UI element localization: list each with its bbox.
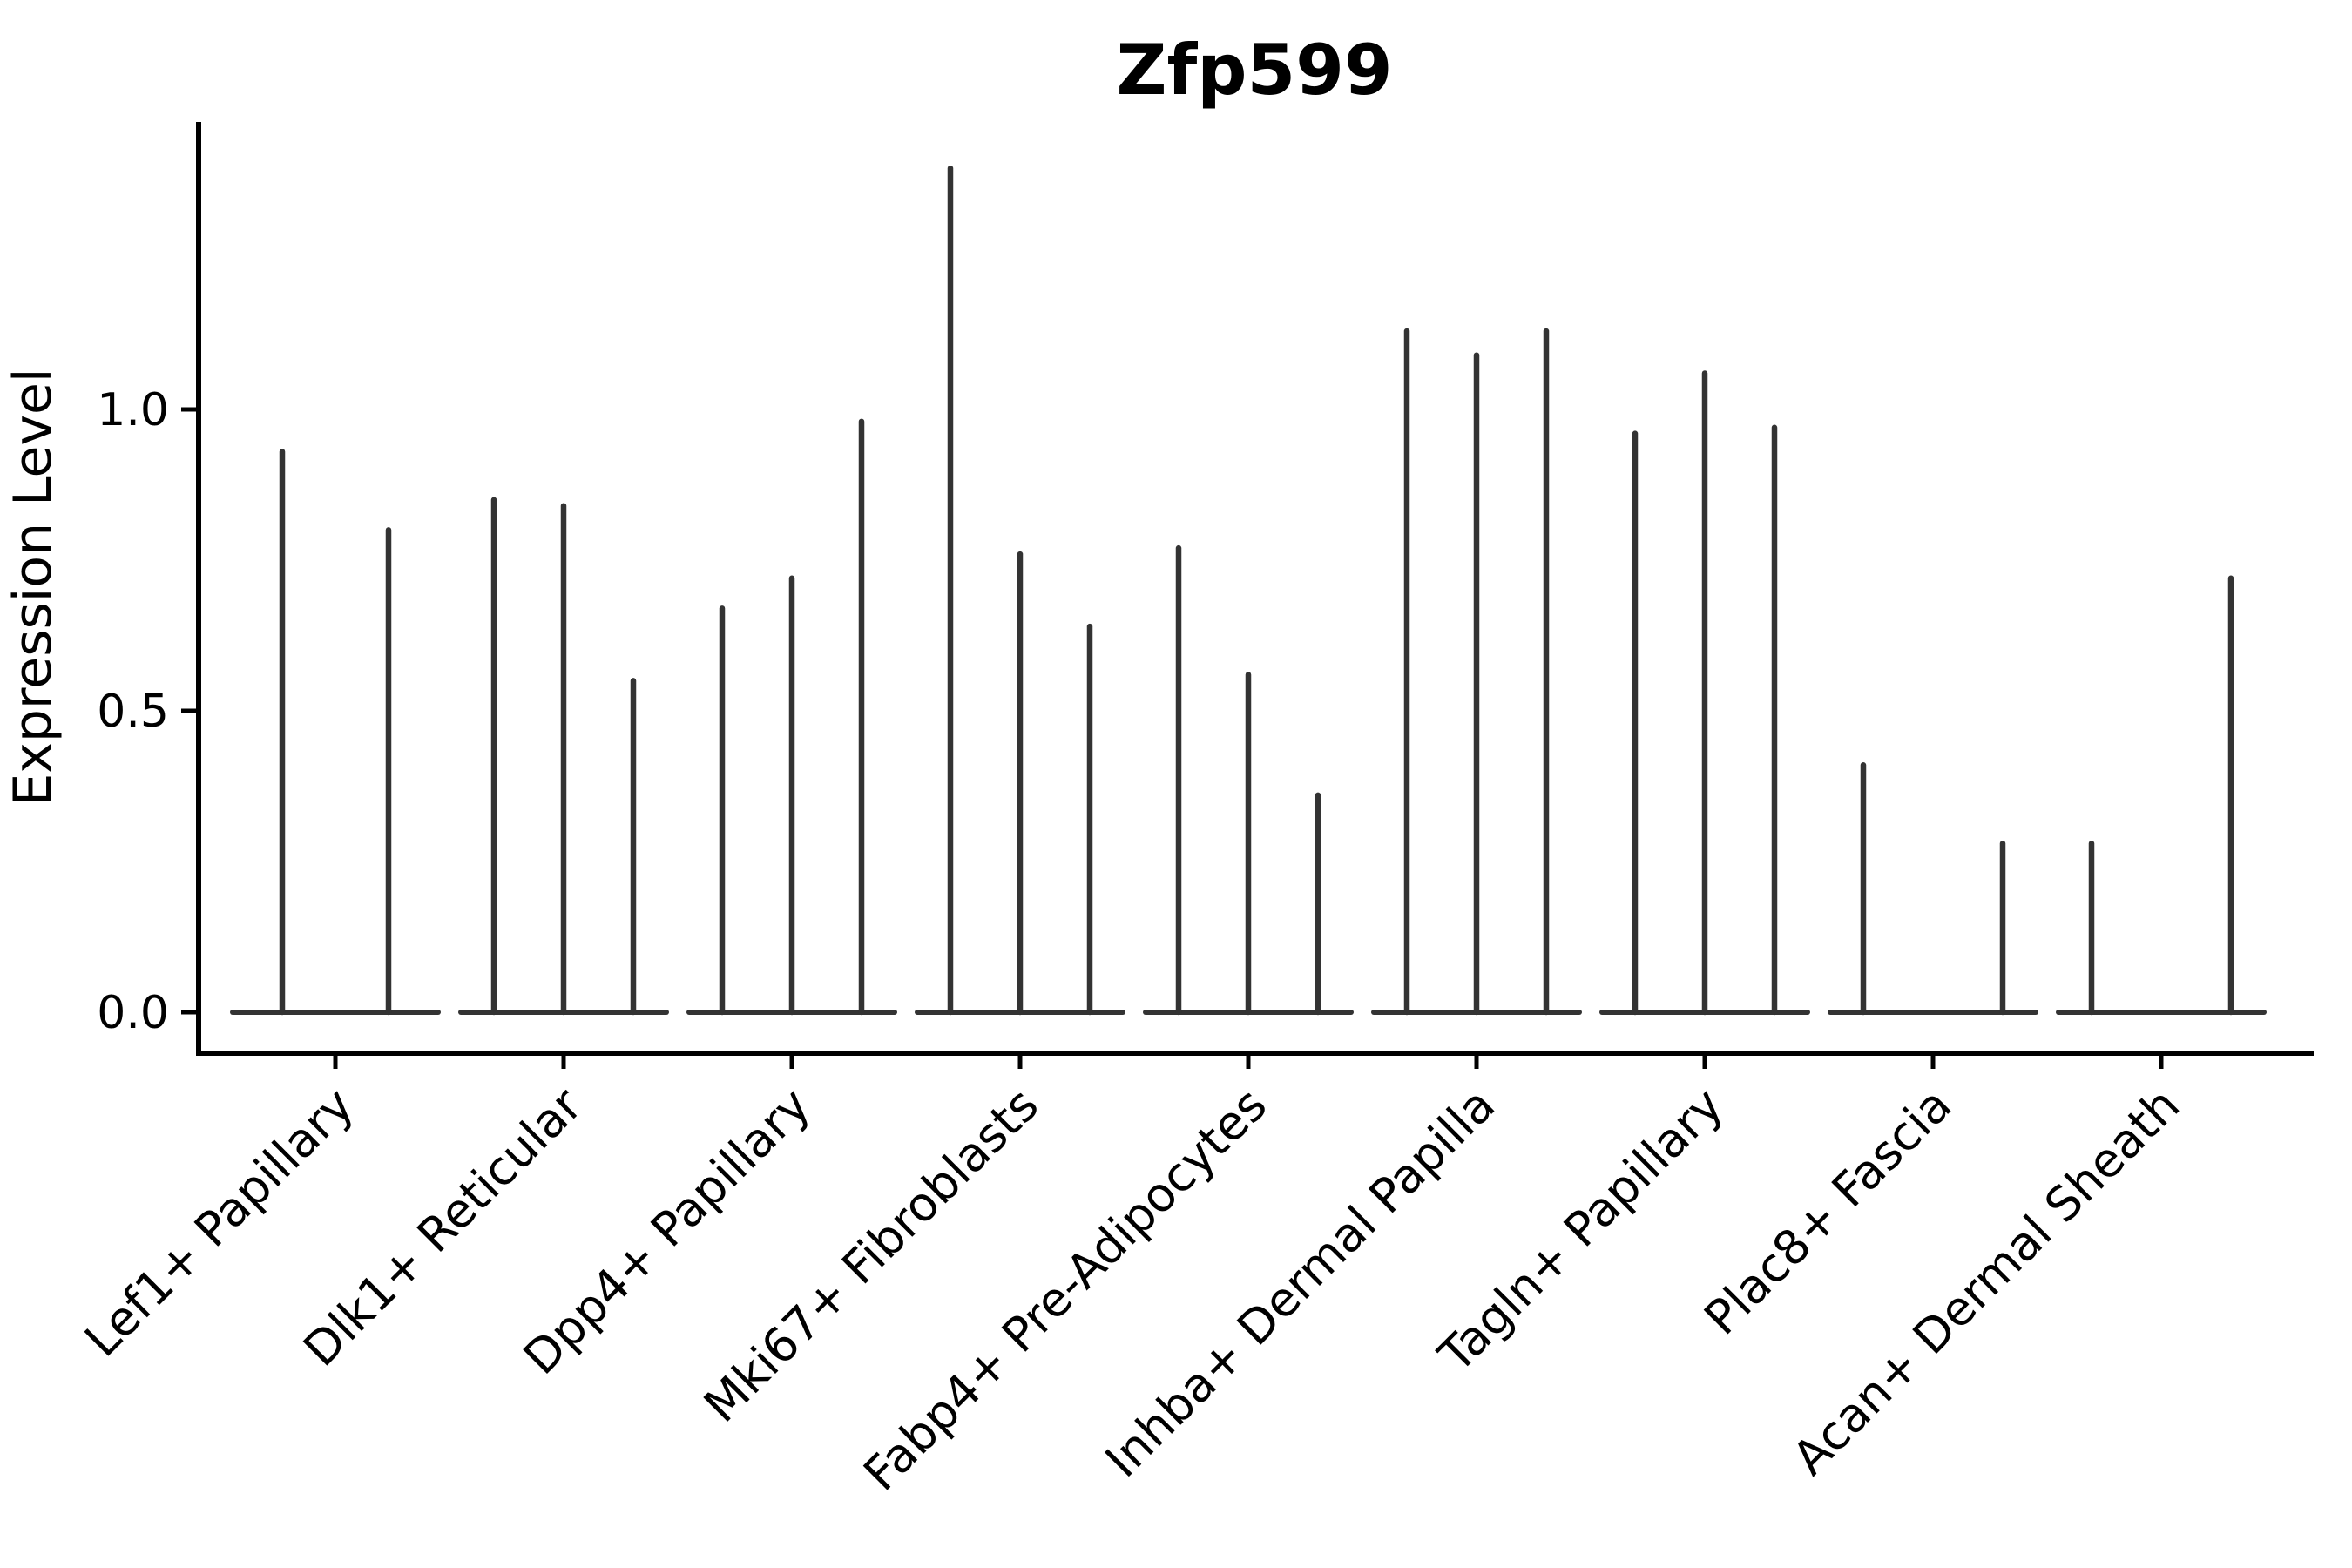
y-axis-label: Expression Level: [3, 368, 64, 806]
y-tick-label: 0.5: [97, 686, 169, 738]
x-tick-label: Plac8+ Fascia: [1693, 1078, 1962, 1346]
chart-title: Zfp599: [1116, 30, 1392, 111]
x-tick-label: Inhba+ Dermal Papilla: [1095, 1078, 1505, 1488]
x-tick-label: Fabp4+ Pre-Adipocytes: [853, 1078, 1277, 1502]
y-tick-label: 1.0: [97, 384, 169, 436]
x-tick-label: Acan+ Dermal Sheath: [1782, 1078, 2190, 1485]
y-tick-label: 0.0: [97, 987, 169, 1039]
violins: [230, 165, 2267, 1016]
